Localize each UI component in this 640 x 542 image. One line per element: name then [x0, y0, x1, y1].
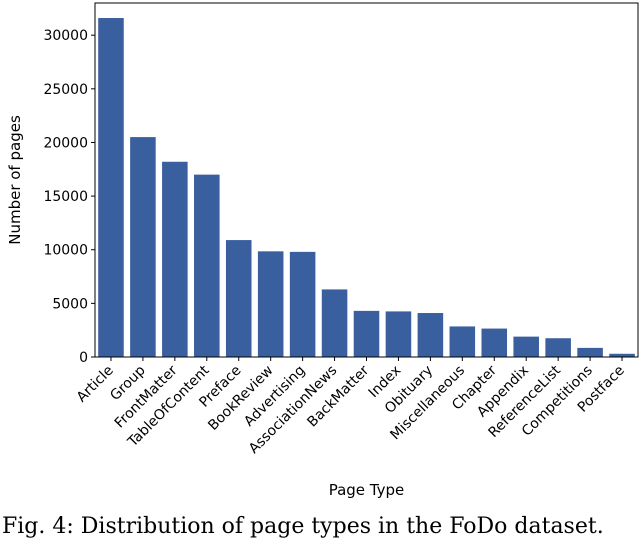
plot-frame: [94, 2, 639, 358]
x-axis-label: Page Type: [329, 481, 405, 499]
bar-associationnews: [321, 289, 348, 357]
y-axis: 0 5000 10000 15000 20000 25000 30000: [43, 28, 95, 366]
bar-miscellaneous: [449, 326, 476, 357]
y-tick-label: 5000: [52, 296, 88, 312]
bar-chapter: [481, 328, 508, 357]
bar-group: [130, 137, 156, 357]
bar-index: [385, 311, 412, 357]
x-tick-label: Article: [74, 363, 117, 406]
bar-competitions: [577, 347, 603, 357]
x-axis: ArticleGroupFrontMatterTableOfContentPre…: [74, 357, 628, 457]
y-tick-label: 15000: [43, 189, 88, 205]
bars-group: [98, 18, 635, 357]
bar-bookreview: [257, 251, 284, 357]
y-tick-label: 20000: [43, 135, 88, 151]
bar-backmatter: [353, 310, 380, 357]
y-tick-label: 25000: [43, 82, 88, 98]
bar-advertising: [289, 251, 316, 357]
bar-appendix: [513, 336, 539, 357]
y-tick-label: 0: [79, 350, 88, 366]
bar-obituary: [417, 313, 444, 357]
bar-chart: 0 5000 10000 15000 20000 25000 30000 ArticleGr…: [6, 2, 639, 499]
y-axis-label: Number of pages: [6, 115, 24, 245]
bar-article: [98, 18, 124, 357]
bar-referencelist: [545, 338, 571, 357]
figure-caption: Fig. 4: Distribution of page types in th…: [2, 514, 604, 539]
bar-postface: [609, 353, 635, 357]
y-tick-label: 10000: [43, 243, 88, 259]
bar-frontmatter: [162, 161, 188, 357]
bar-preface: [225, 240, 252, 357]
bar-tableofcontent: [194, 174, 220, 357]
y-tick-label: 30000: [43, 28, 88, 44]
